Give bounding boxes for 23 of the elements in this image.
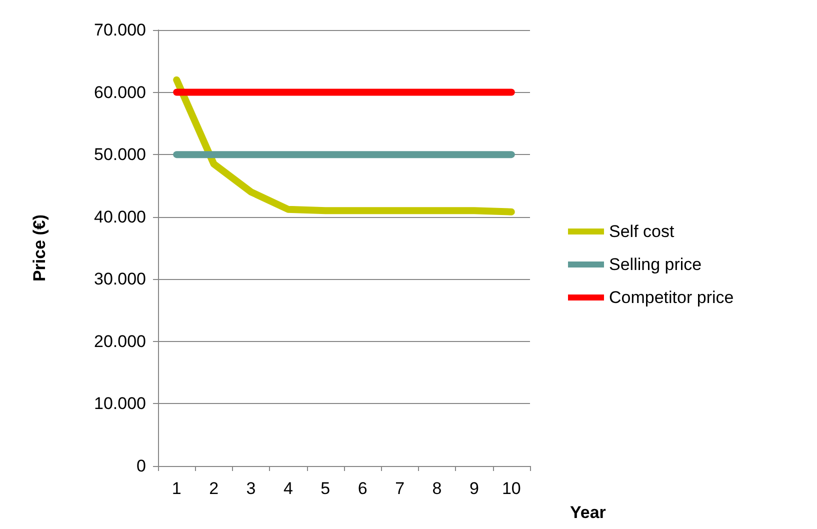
y-tick-label: 40.000 [94,207,146,226]
legend-label: Selling price [609,255,702,274]
y-tick-label: 20.000 [94,332,146,351]
x-tick-label: 10 [502,479,521,498]
x-tick-label: 9 [469,479,479,498]
x-tick-label: 8 [432,479,442,498]
y-tick-label: 50.000 [94,145,146,164]
x-tick-label: 5 [320,479,330,498]
x-tick-label: 6 [358,479,368,498]
x-tick-label: 2 [209,479,219,498]
y-tick-label: 10.000 [94,394,146,414]
x-tick-label: 1 [172,479,182,498]
y-tick-label: 60.000 [94,82,146,102]
x-tick-label: 3 [246,479,256,498]
x-tick-label: 7 [395,479,405,498]
legend-label: Self cost [609,222,674,241]
y-axis-title: Price (€) [30,214,49,282]
x-axis-title: Year [570,503,606,522]
legend-label: Competitor price [609,288,734,307]
y-tick-label: 30.000 [94,270,146,289]
y-tick-label: 70.000 [94,20,146,40]
y-tick-label: 0 [136,456,146,476]
x-tick-label: 4 [283,479,293,498]
